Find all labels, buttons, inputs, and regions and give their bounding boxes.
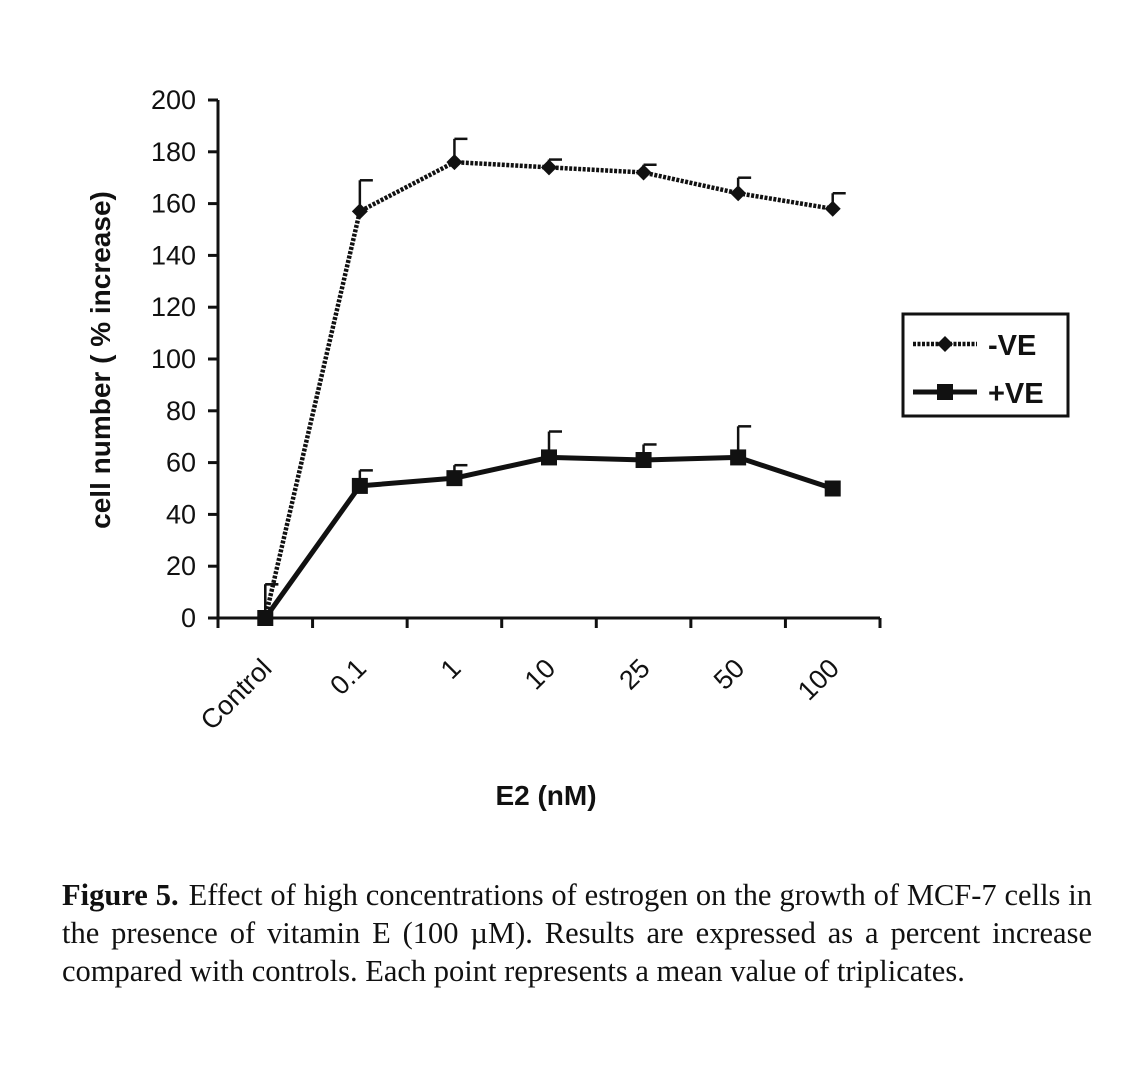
x-tick-label: 25 (613, 653, 655, 695)
figure-label: Figure 5. (62, 878, 179, 912)
x-tick-label: 0.1 (324, 653, 372, 701)
y-tick-label: 120 (151, 292, 196, 322)
x-axis-title: E2 (nM) (495, 780, 596, 811)
y-axis-title: cell number ( % increase) (85, 191, 116, 529)
legend: -VE +VE (901, 312, 1070, 418)
caption-text: Effect of high concentrations of estroge… (62, 878, 1092, 988)
legend-marker (937, 384, 953, 400)
data-point (635, 164, 652, 181)
series-minus-ve (257, 137, 846, 626)
data-point (730, 449, 747, 466)
legend-box (901, 312, 1070, 418)
data-point (257, 610, 274, 626)
plot-area (257, 137, 846, 626)
legend-marker (937, 336, 953, 352)
x-tick-label: 10 (519, 653, 561, 695)
x-tick-label: Control (195, 653, 278, 736)
data-point (446, 154, 463, 171)
x-tick-label: 100 (792, 653, 845, 706)
data-point (541, 159, 557, 176)
data-point (351, 203, 368, 220)
legend-label: -VE (988, 330, 1036, 362)
data-point (541, 449, 557, 466)
series-plus-ve (257, 425, 841, 626)
data-point (824, 200, 841, 217)
data-point (730, 185, 747, 202)
series-line (263, 159, 834, 619)
y-tick-label: 200 (151, 85, 196, 115)
y-tick-label: 140 (151, 240, 196, 270)
y-tick-label: 100 (151, 344, 196, 374)
x-tick-label: 1 (435, 653, 467, 685)
y-tick-label: 0 (181, 603, 196, 633)
y-tick-label: 20 (166, 551, 196, 581)
series-line (263, 454, 834, 620)
y-tick-label: 180 (151, 137, 196, 167)
y-axis: 0 20 40 60 80 100 120 140 160 180 200 (151, 85, 220, 633)
x-tick-label: 50 (708, 653, 750, 695)
data-point (351, 477, 368, 494)
data-point (824, 480, 841, 497)
legend-label: +VE (988, 378, 1044, 410)
y-tick-label: 80 (166, 396, 196, 426)
line-chart: 0 20 40 60 80 100 120 140 160 180 200 Control 0.1 1 1… (85, 85, 1070, 811)
legend-item: -VE (913, 330, 1036, 362)
x-axis: Control 0.1 1 10 25 50 100 (195, 616, 882, 736)
y-tick-label: 60 (166, 448, 196, 478)
data-point (446, 470, 463, 487)
data-point (635, 452, 652, 469)
legend-item: +VE (913, 378, 1044, 410)
figure-caption: Figure 5. Effect of high concentrations o… (62, 876, 1092, 990)
y-tick-label: 40 (166, 499, 196, 529)
y-tick-label: 160 (151, 189, 196, 219)
